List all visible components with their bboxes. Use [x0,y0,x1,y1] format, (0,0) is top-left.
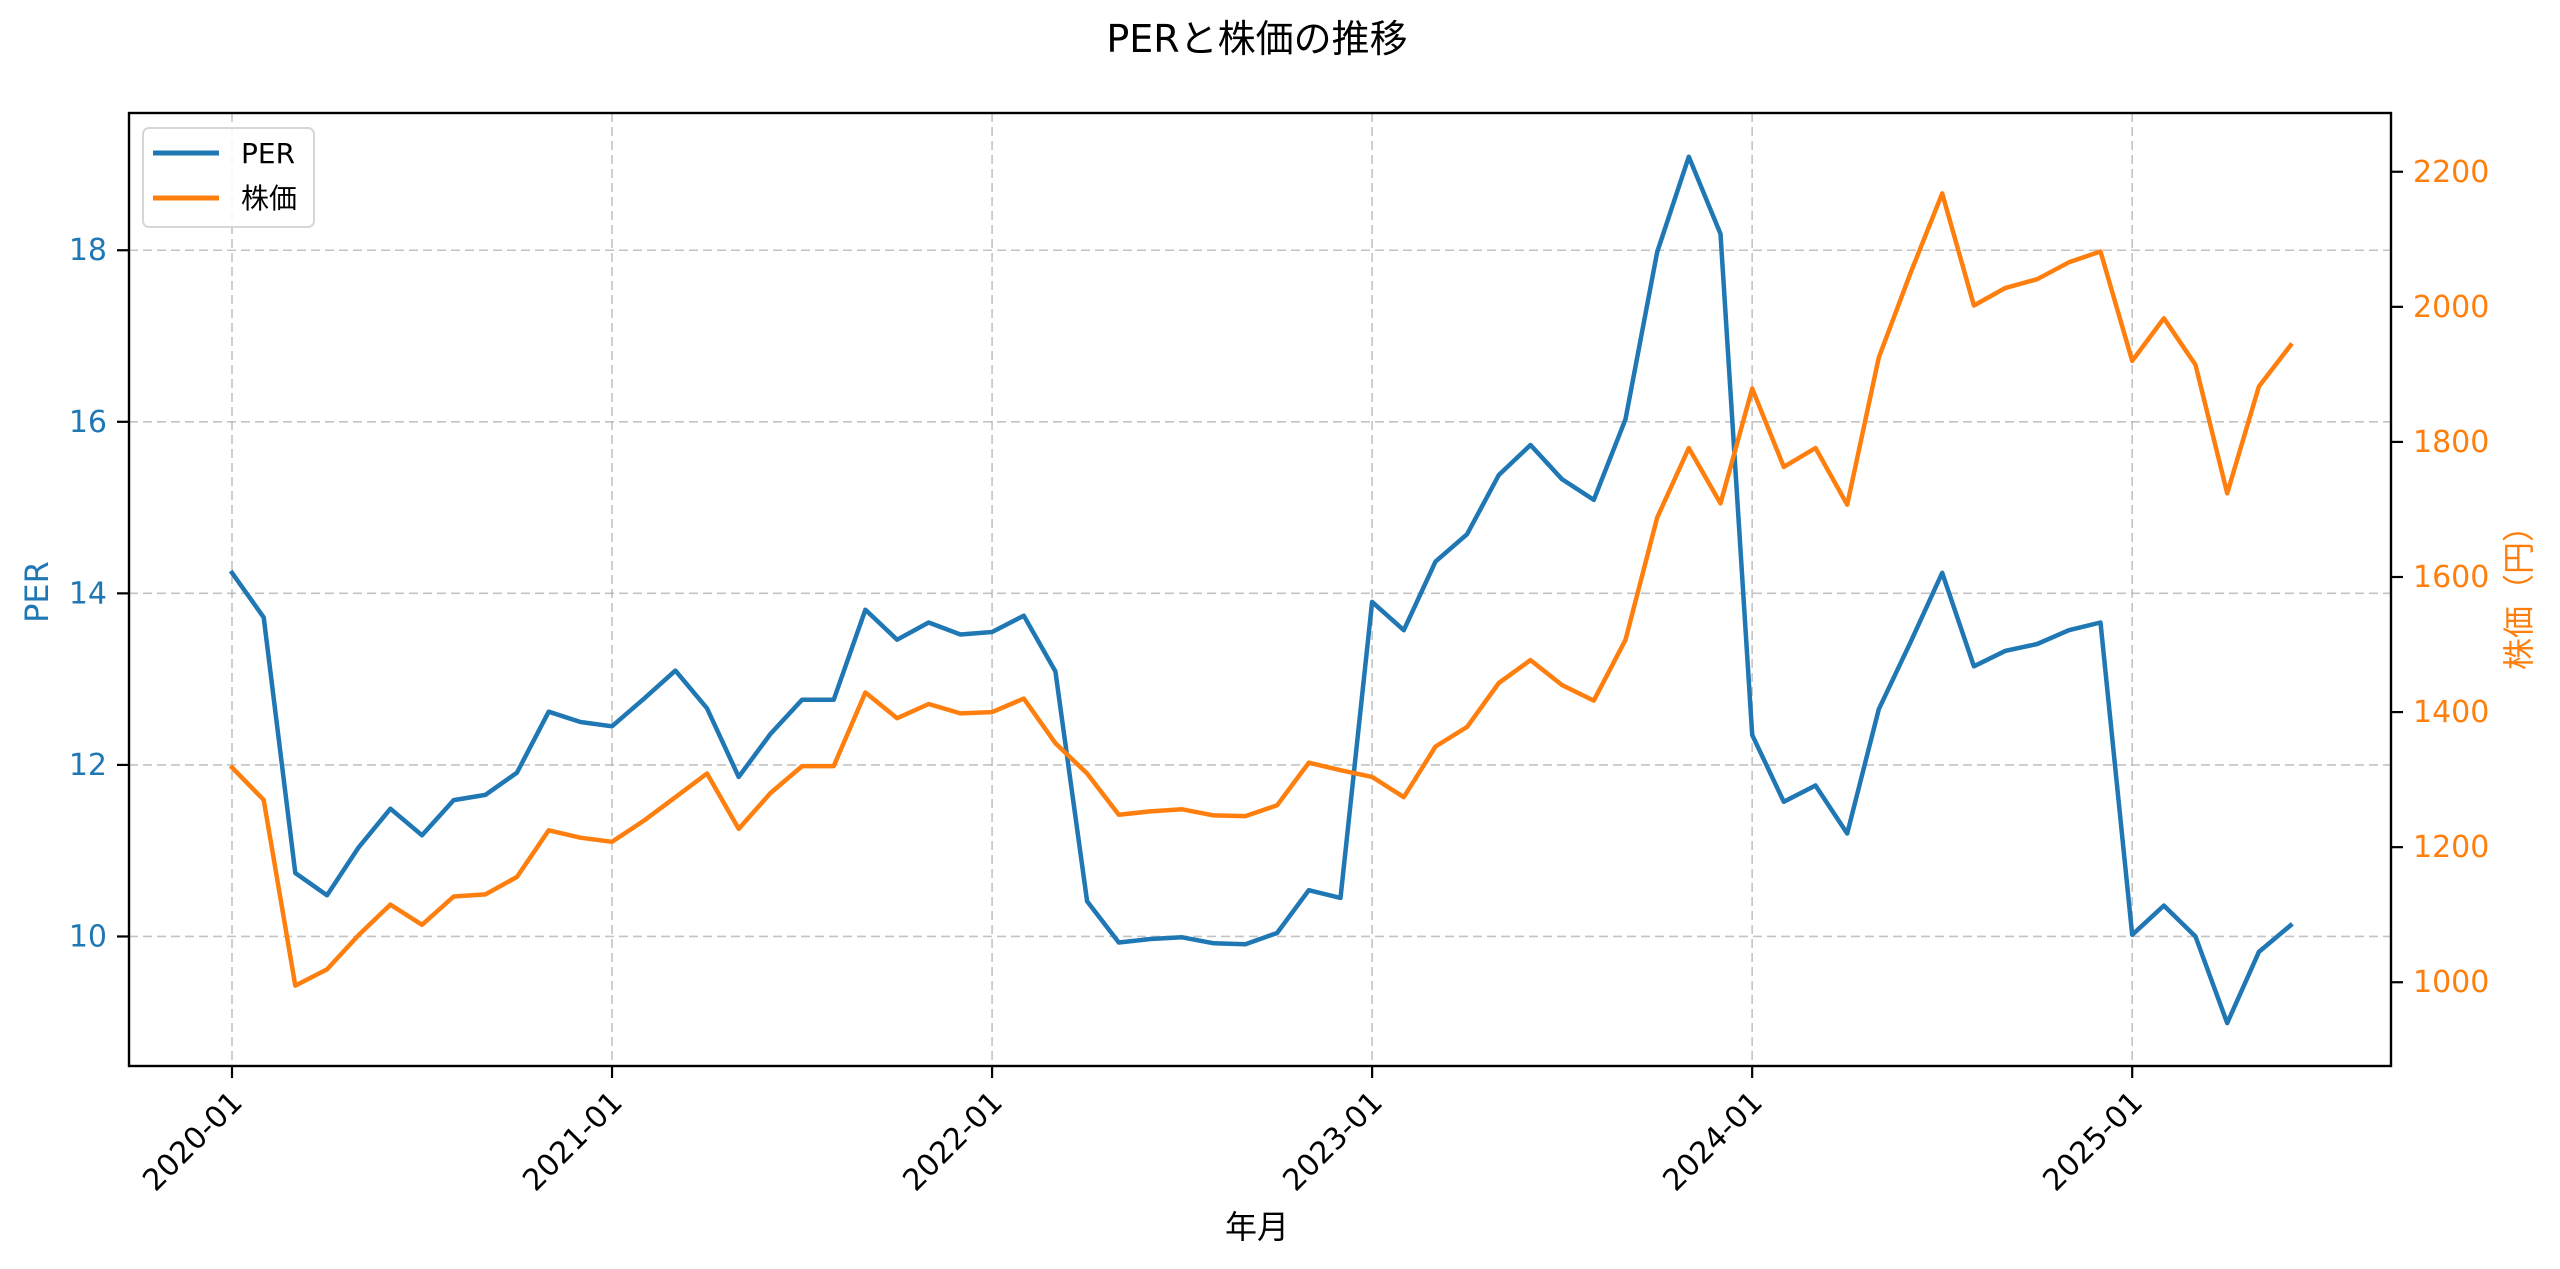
per-line [228,154,2294,1026]
left-y-axis-ticks: 10 12 14 16 18 [69,233,129,954]
right-y-tick-label: 1200 [2413,830,2489,865]
left-y-tick-label: 16 [69,405,107,440]
legend-price-label: 株価 [241,182,297,215]
plot-frame [127,111,2393,1068]
right-y-tick-label: 2000 [2413,290,2489,325]
legend-per-label: PER [241,137,295,170]
x-axis-label: 年月 [1225,1208,1289,1246]
left-y-tick-label: 18 [69,233,107,268]
left-y-tick-label: 12 [69,748,107,783]
right-y-tick-label: 1600 [2413,560,2489,595]
right-y-tick-label: 1400 [2413,695,2489,730]
left-y-tick-label: 10 [69,919,107,954]
chart-title: PERと株価の推移 [1106,17,1407,61]
right-y-tick-label: 1800 [2413,425,2489,460]
series-lines [228,154,2294,1026]
right-y-tick-label: 1000 [2413,965,2489,1000]
grid-lines [129,113,2391,1066]
right-y-tick-label: 2200 [2413,155,2489,190]
legend: PER 株価 [142,127,315,228]
right-y-axis-ticks: 1000 1200 1400 1600 1800 2000 2200 [2391,155,2489,1000]
price-line [228,191,2294,988]
right-y-axis-label: 株価（円） [2500,510,2538,670]
left-y-axis-label: PER [18,561,56,623]
left-y-tick-label: 14 [69,576,107,611]
